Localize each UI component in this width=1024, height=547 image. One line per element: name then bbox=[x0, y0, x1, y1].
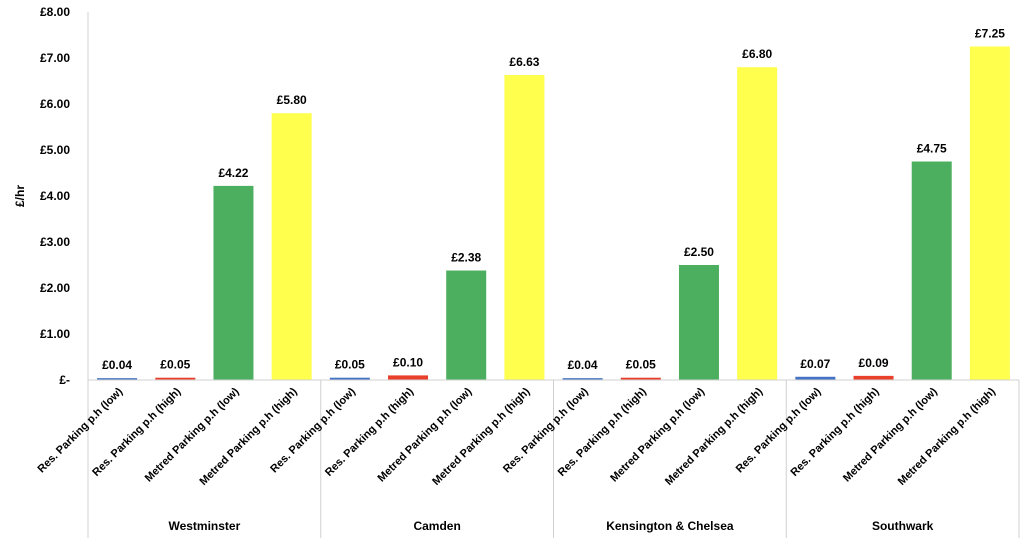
bar-value-label: £4.75 bbox=[917, 142, 947, 156]
bar bbox=[329, 377, 370, 380]
bar bbox=[562, 378, 603, 380]
x-category-label: Metred Parking p.h (high) bbox=[430, 385, 532, 487]
y-tick-label: £5.00 bbox=[40, 143, 70, 157]
bar-value-label: £0.05 bbox=[626, 358, 656, 372]
x-category-label: Metred Parking p.h (high) bbox=[896, 385, 998, 487]
bar bbox=[504, 75, 545, 381]
x-category-label: Metred Parking p.h (low) bbox=[376, 385, 475, 484]
y-axis: £- £1.00 £2.00 £3.00 £4.00 £5.00 £6.00 £7.00 £8.… bbox=[40, 5, 89, 387]
bar-value-label: £0.07 bbox=[800, 357, 830, 371]
bar-value-label: £0.04 bbox=[568, 358, 598, 372]
bar bbox=[737, 67, 778, 380]
y-axis-title: £/hr bbox=[13, 185, 27, 207]
bar bbox=[795, 376, 836, 380]
x-category-label: Metred Parking p.h (high) bbox=[663, 385, 765, 487]
plot-area: £0.04 £0.05 £4.22 £5.80 £0.05 £0.10 £2.38 £6.63… bbox=[97, 27, 1010, 381]
bar bbox=[678, 265, 719, 380]
bar bbox=[155, 377, 196, 380]
bar bbox=[620, 377, 661, 380]
bar bbox=[97, 378, 138, 380]
bar-value-label: £2.38 bbox=[451, 251, 481, 265]
bar bbox=[271, 113, 312, 380]
bar bbox=[969, 46, 1010, 380]
bar bbox=[213, 185, 254, 380]
x-group-label: Southwark bbox=[872, 519, 934, 533]
bar-value-label: £2.50 bbox=[684, 245, 714, 259]
bar-value-label: £0.05 bbox=[160, 358, 190, 372]
bar bbox=[853, 375, 894, 380]
bar-value-label: £5.80 bbox=[277, 93, 307, 107]
bar-value-label: £7.25 bbox=[975, 27, 1005, 41]
x-group-label: Westminster bbox=[168, 519, 240, 533]
x-category-label: Metred Parking p.h (low) bbox=[143, 385, 242, 484]
y-tick-label: £8.00 bbox=[40, 5, 70, 19]
bar bbox=[446, 270, 487, 380]
x-group-label: Camden bbox=[413, 519, 460, 533]
y-tick-label: £- bbox=[59, 373, 70, 387]
bar-value-label: £0.09 bbox=[859, 356, 889, 370]
bar bbox=[388, 375, 429, 380]
x-category-label: Metred Parking p.h (high) bbox=[198, 385, 300, 487]
y-tick-label: £2.00 bbox=[40, 281, 70, 295]
y-tick-label: £4.00 bbox=[40, 189, 70, 203]
bar-value-label: £0.04 bbox=[102, 358, 132, 372]
x-group-label: Kensington & Chelsea bbox=[606, 519, 734, 533]
bar-value-label: £0.10 bbox=[393, 355, 423, 369]
y-tick-label: £7.00 bbox=[40, 51, 70, 65]
x-axis: Res. Parking p.h (low)Res. Parking p.h (… bbox=[35, 379, 1020, 538]
bar bbox=[911, 161, 952, 380]
x-category-label: Metred Parking p.h (low) bbox=[608, 385, 707, 484]
bar-value-label: £0.05 bbox=[335, 358, 365, 372]
bar-value-label: £4.22 bbox=[218, 166, 248, 180]
bar-value-label: £6.80 bbox=[742, 47, 772, 61]
y-tick-label: £6.00 bbox=[40, 97, 70, 111]
bar-value-label: £6.63 bbox=[509, 55, 539, 69]
y-tick-label: £1.00 bbox=[40, 327, 70, 341]
y-tick-label: £3.00 bbox=[40, 235, 70, 249]
x-category-label: Metred Parking p.h (low) bbox=[841, 385, 940, 484]
